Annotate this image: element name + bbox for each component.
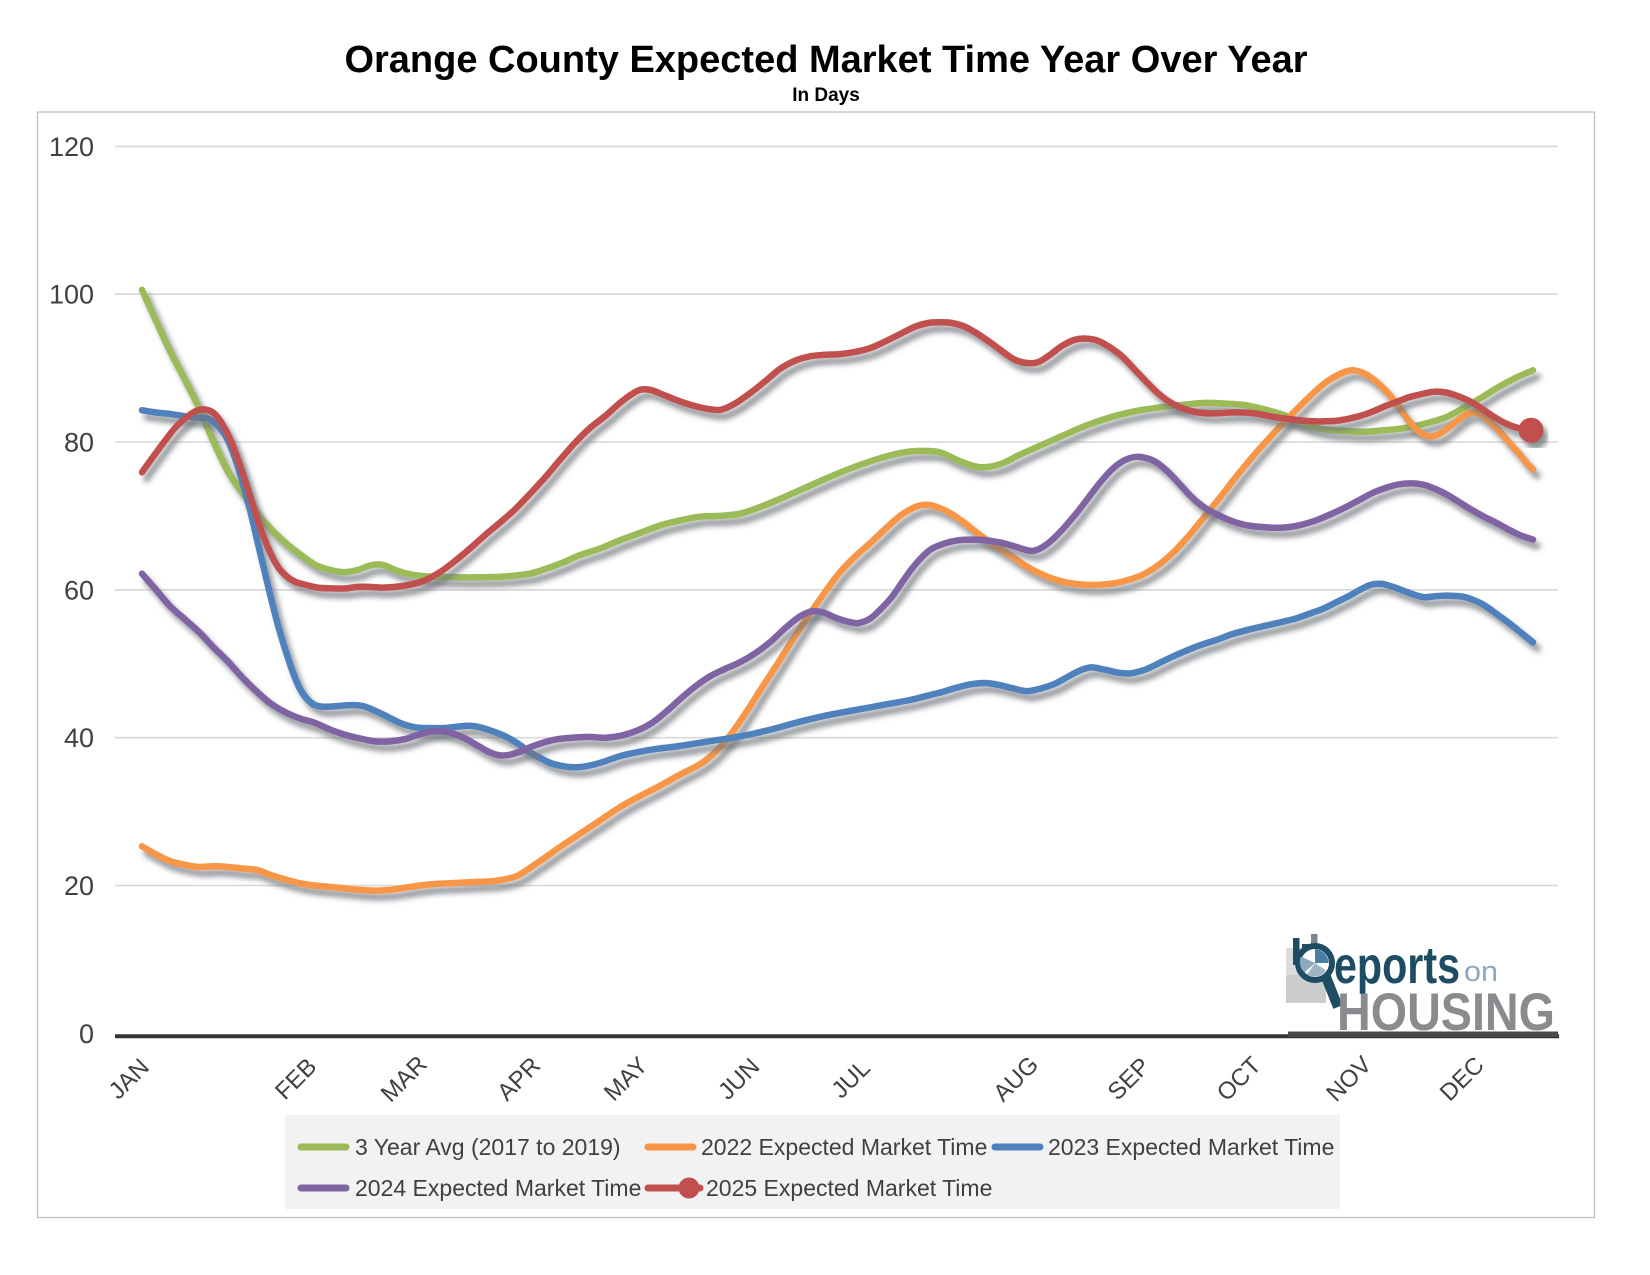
svg-text:80: 80 bbox=[64, 428, 94, 458]
svg-text:In Days: In Days bbox=[792, 85, 860, 106]
svg-text:100: 100 bbox=[49, 280, 94, 310]
svg-text:2023 Expected Market Time: 2023 Expected Market Time bbox=[1048, 1134, 1334, 1160]
svg-text:0: 0 bbox=[79, 1019, 94, 1049]
svg-text:eports: eports bbox=[1334, 937, 1460, 995]
svg-text:60: 60 bbox=[64, 575, 94, 605]
svg-text:2025 Expected Market Time: 2025 Expected Market Time bbox=[706, 1175, 992, 1201]
svg-text:3 Year Avg (2017 to 2019): 3 Year Avg (2017 to 2019) bbox=[355, 1134, 621, 1160]
svg-text:2024 Expected Market Time: 2024 Expected Market Time bbox=[355, 1175, 641, 1201]
svg-text:20: 20 bbox=[64, 871, 94, 901]
svg-text:on: on bbox=[1464, 956, 1498, 988]
svg-text:2022 Expected Market Time: 2022 Expected Market Time bbox=[701, 1134, 987, 1160]
svg-text:40: 40 bbox=[64, 723, 94, 753]
svg-text:Orange County Expected Market: Orange County Expected Market Time Year … bbox=[344, 39, 1307, 81]
svg-text:120: 120 bbox=[49, 132, 94, 162]
